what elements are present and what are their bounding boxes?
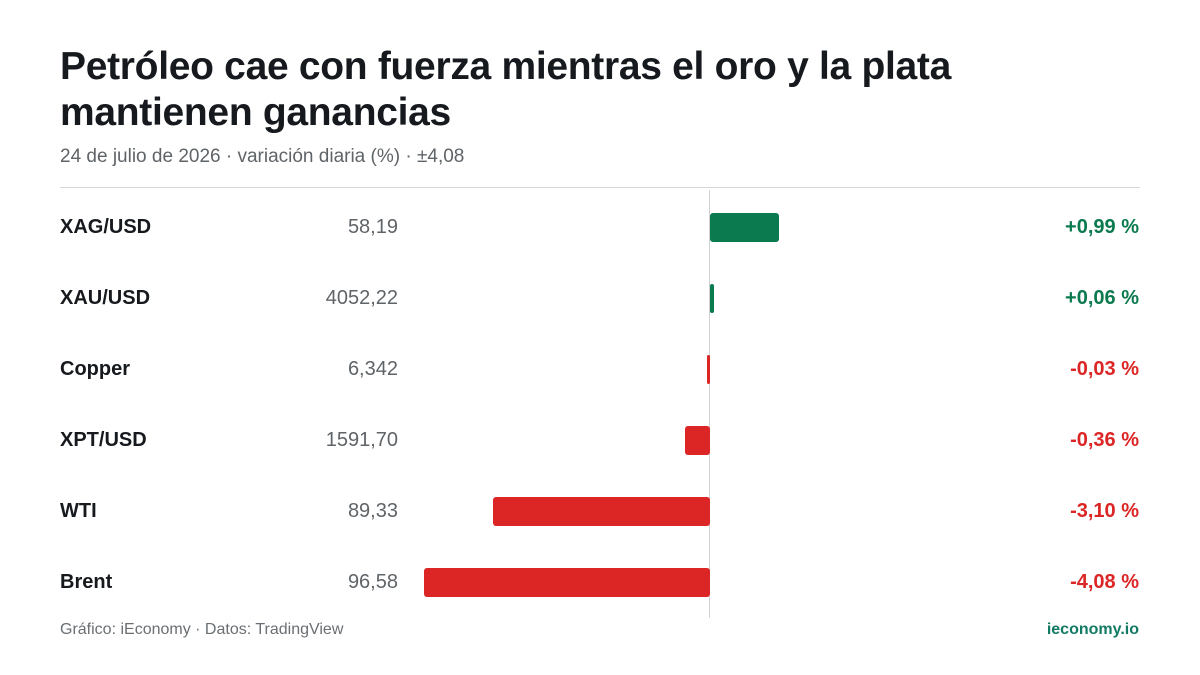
table-row: Copper 6,342 -0,03 % <box>0 334 1200 405</box>
change-label: -4,08 % <box>1070 571 1139 593</box>
footer-brand: ieconomy.io <box>1046 621 1139 638</box>
change-label: -0,36 % <box>1070 429 1139 451</box>
instrument-name: WTI <box>60 500 97 522</box>
instrument-price: 6,342 <box>347 358 398 380</box>
chart-title: Petróleo cae con fuerza mientras el oro … <box>60 45 951 134</box>
instrument-price: 58,19 <box>347 216 398 238</box>
header-divider <box>60 187 1140 188</box>
instrument-price: 1591,70 <box>325 429 398 451</box>
bar-brent <box>424 568 710 597</box>
table-row: XPT/USD 1591,70 -0,36 % <box>0 405 1200 476</box>
instrument-name: XPT/USD <box>60 429 147 451</box>
instrument-name: XAG/USD <box>60 216 152 238</box>
instrument-price: 4052,22 <box>325 287 398 309</box>
instrument-name: Copper <box>60 358 130 380</box>
bar-copper <box>707 355 710 384</box>
change-label: -3,10 % <box>1070 500 1139 522</box>
bar-xag-usd <box>710 213 780 242</box>
table-row: XAU/USD 4052,22 +0,06 % <box>0 263 1200 334</box>
zero-axis-line <box>709 190 710 618</box>
footer-credit: Gráfico: iEconomy · Datos: TradingView <box>60 621 344 638</box>
table-row: WTI 89,33 -3,10 % <box>0 476 1200 547</box>
instrument-price: 89,33 <box>347 500 398 522</box>
bar-wti <box>492 497 710 526</box>
change-label: +0,99 % <box>1065 216 1139 238</box>
instrument-name: XAU/USD <box>60 287 151 309</box>
instrument-name: Brent <box>60 571 113 593</box>
bar-xau-usd <box>710 284 715 313</box>
instrument-price: 96,58 <box>347 571 398 593</box>
change-label: +0,06 % <box>1065 287 1139 309</box>
change-label: -0,03 % <box>1070 358 1139 380</box>
bar-xpt-usd <box>684 426 710 455</box>
table-row: XAG/USD 58,19 +0,99 % <box>0 192 1200 263</box>
chart-subtitle: 24 de julio de 2026 · variación diaria (… <box>60 146 465 167</box>
table-row: Brent 96,58 -4,08 % <box>0 547 1200 618</box>
